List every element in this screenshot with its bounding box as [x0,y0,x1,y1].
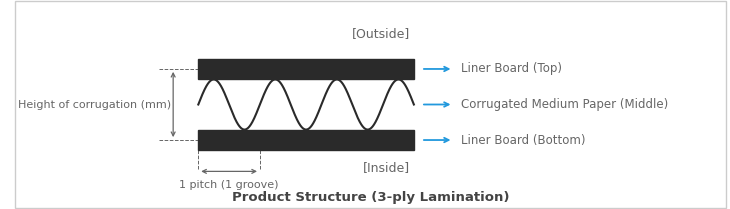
Bar [199,59,414,79]
Text: 1 pitch (1 groove): 1 pitch (1 groove) [180,180,279,190]
Text: [Outside]: [Outside] [352,27,410,40]
Text: Liner Board (Top): Liner Board (Top) [461,62,561,75]
Text: [Inside]: [Inside] [363,161,410,174]
Text: Product Structure (3-ply Lamination): Product Structure (3-ply Lamination) [232,191,510,204]
Text: Height of corrugation (mm): Height of corrugation (mm) [18,99,171,110]
Bar [199,130,414,150]
Text: Corrugated Medium Paper (Middle): Corrugated Medium Paper (Middle) [461,98,668,111]
Text: Liner Board (Bottom): Liner Board (Bottom) [461,134,585,147]
